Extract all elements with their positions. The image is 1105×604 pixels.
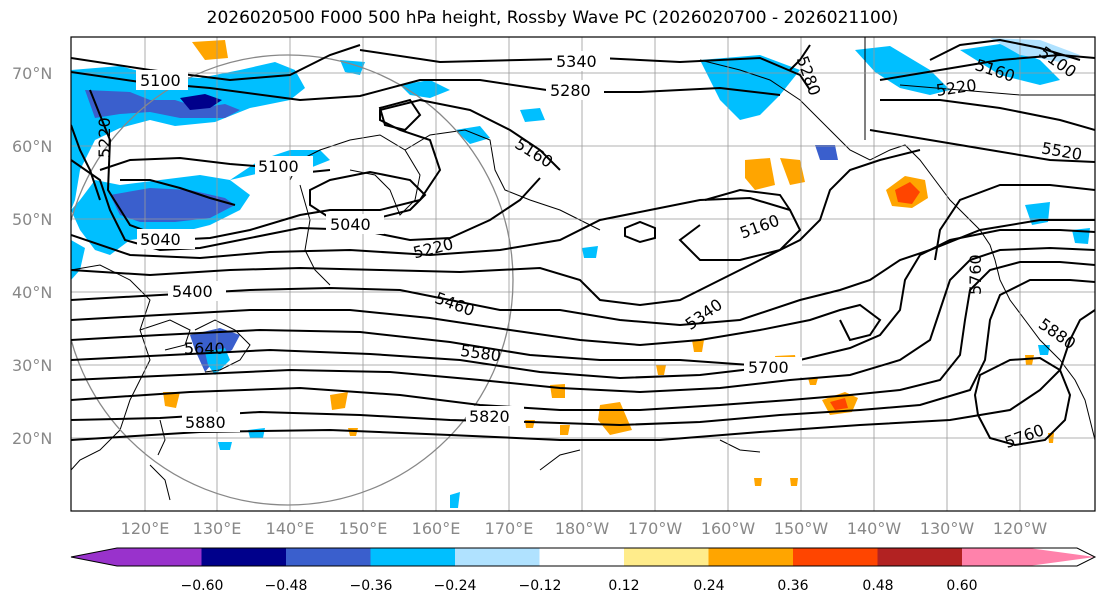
contour-label: 5040 (140, 230, 181, 249)
colorbar-segment (539, 548, 624, 566)
colorbar-segment (71, 548, 202, 566)
contour-labels: 5100 5340 5280 5100 5160 5040 5040 5220 … (95, 43, 1083, 452)
colorbar-tick-label: 0.24 (693, 578, 724, 594)
colorbar-segment (624, 548, 709, 566)
lat-label: 30°N (12, 356, 52, 375)
colorbar-tick-labels: −0.60 −0.48 −0.36 −0.24 −0.12 0.12 0.24 … (181, 578, 978, 594)
colorbar-segment (962, 548, 1095, 566)
colorbar-tick-label: −0.12 (519, 578, 562, 594)
lat-label: 70°N (12, 64, 52, 83)
contour-label: 5700 (748, 358, 789, 377)
contour-label: 5100 (140, 71, 181, 90)
contour-label: 5040 (330, 215, 371, 234)
lat-label: 40°N (12, 283, 52, 302)
lon-label: 170°E (485, 519, 534, 538)
lon-label: 120°W (993, 519, 1048, 538)
lat-label: 50°N (12, 210, 52, 229)
height-contours (71, 38, 1095, 447)
contour-label: 5220 (95, 117, 114, 158)
colorbar-tick-label: −0.48 (265, 578, 308, 594)
colorbar-segment (877, 548, 962, 566)
lon-label: 150°W (774, 519, 829, 538)
colorbar-segment (455, 548, 540, 566)
colorbar-tick-label: 0.48 (862, 578, 893, 594)
colorbar-tick-label: 0.12 (608, 578, 639, 594)
lon-label: 130°E (193, 519, 242, 538)
colorbar-tick-label: 0.36 (777, 578, 808, 594)
coastlines (71, 37, 1095, 501)
latitude-labels: 70°N 60°N 50°N 40°N 30°N 20°N (12, 64, 52, 448)
colorbar-tick-label: −0.24 (434, 578, 477, 594)
colorbar (70, 547, 1097, 567)
lon-label: 120°E (121, 519, 170, 538)
colorbar-tick-label: −0.36 (350, 578, 393, 594)
longitude-labels: 120°E 130°E 140°E 150°E 160°E 170°E 180°… (121, 519, 1048, 538)
colorbar-segment (201, 548, 286, 566)
lon-label: 180°W (555, 519, 610, 538)
lat-label: 60°N (12, 137, 52, 156)
contour-label: 5640 (184, 339, 225, 358)
colorbar-outline (70, 547, 1097, 567)
graticule (71, 37, 1095, 511)
lon-label: 150°E (339, 519, 388, 538)
contour-label: 5820 (469, 407, 510, 426)
lon-label: 140°E (266, 519, 315, 538)
positive-anomaly-shading (163, 40, 1054, 486)
lon-label: 140°W (847, 519, 902, 538)
lon-label: 160°E (412, 519, 461, 538)
colorbar-tick-label: −0.60 (181, 578, 224, 594)
lon-label: 170°W (628, 519, 683, 538)
colorbar-segment (708, 548, 793, 566)
lon-label: 160°W (701, 519, 756, 538)
colorbar-segment (286, 548, 371, 566)
contour-label: 5880 (185, 413, 226, 432)
colorbar-segment (793, 548, 878, 566)
map-title: 2026020500 F000 500 hPa height, Rossby W… (206, 8, 899, 28)
contour-label: 5280 (550, 81, 591, 100)
map-frame (70, 36, 1096, 512)
colorbar-segment (370, 548, 455, 566)
contour-label: 5400 (172, 282, 213, 301)
contour-label: 5100 (258, 157, 299, 176)
colorbar-tick-label: 0.60 (946, 578, 977, 594)
contour-label: 5340 (556, 52, 597, 71)
region-circle (71, 54, 514, 506)
lat-label: 20°N (12, 429, 52, 448)
contour-label: 5760 (966, 254, 985, 295)
lon-label: 130°W (920, 519, 975, 538)
